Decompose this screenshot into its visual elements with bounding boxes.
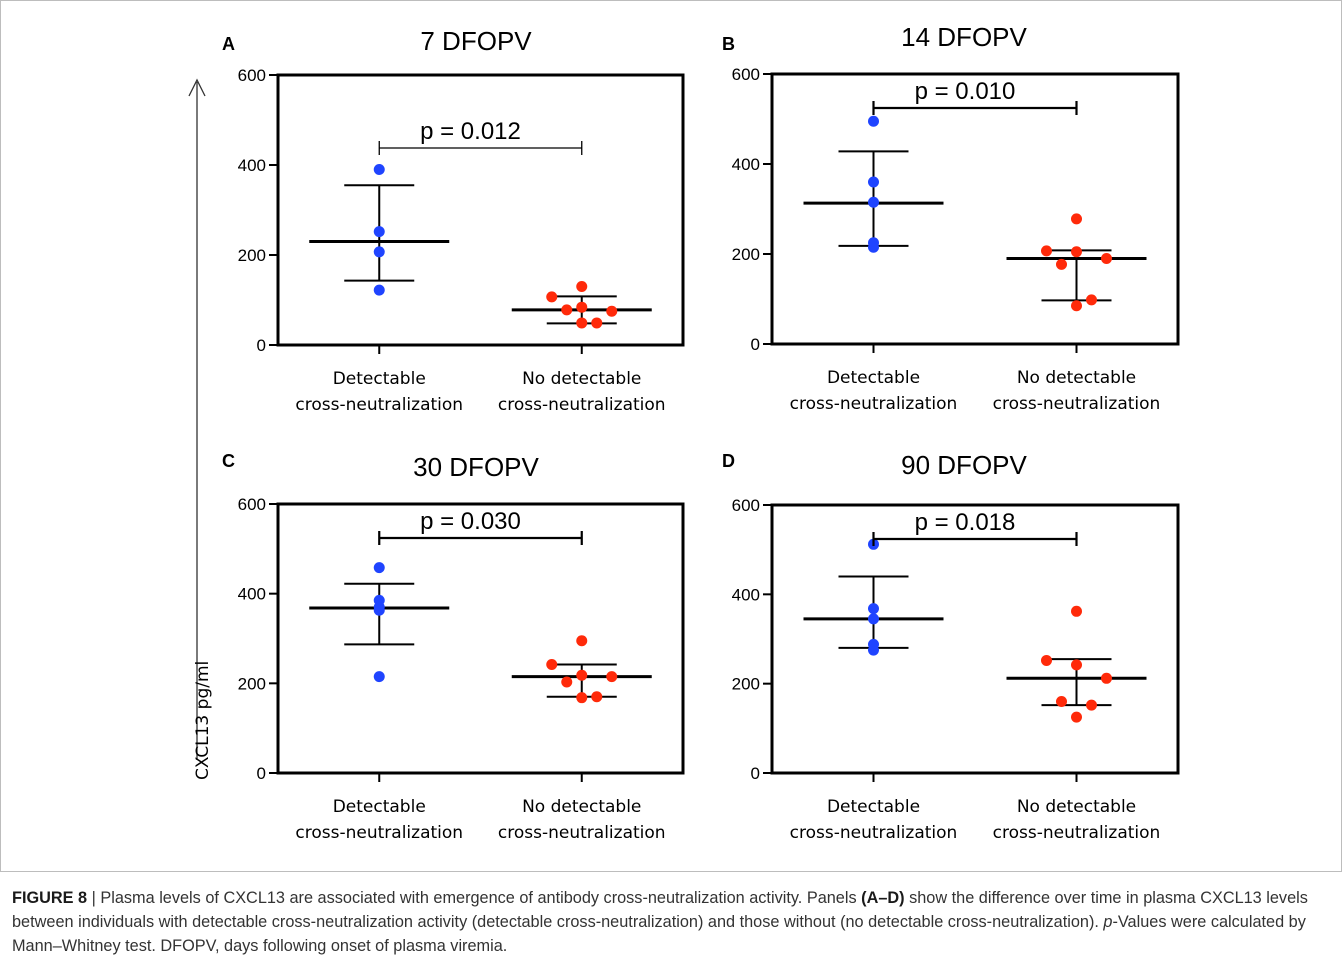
data-point [373,604,385,616]
chart-panel-c: C 30 DFOPV 0 200 400 600 Detectable cross-neutr… [222,451,685,843]
data-point [1071,605,1082,617]
x-category-label: Detectable cross-neutralization [295,797,463,843]
y-tick-label: 0 [257,764,266,783]
data-point [868,196,879,208]
panels-container: A 7 DFOPV 0 200 400 600 Detectable cross-neutra… [222,22,1180,843]
panel-letter: A [222,34,235,54]
y-tick-label: 200 [732,675,760,694]
y-tick-label: 600 [238,495,266,514]
data-point [868,176,879,188]
plot-frame [276,502,685,775]
data-point [1041,245,1052,257]
data-point [561,676,573,688]
data-point [1056,258,1067,270]
data-point [591,317,603,329]
figure-caption: FIGURE 8 | Plasma levels of CXCL13 are a… [12,886,1337,958]
data-point [373,226,385,238]
caption-text-3: -Values were calculated by Mann–Whitney … [12,913,1306,955]
data-point [1071,246,1082,258]
caption-text-2: show the difference over time in plasma … [12,889,1308,931]
x-category-label: No detectable cross-neutralization [498,369,666,415]
data-point [373,164,385,175]
figure-frame [0,0,1342,872]
y-tick-label: 200 [732,245,760,264]
data-point [1071,659,1082,671]
y-tick-label: 0 [257,336,266,355]
panel-title: 30 DFOPV [413,452,539,482]
data-point [576,635,588,647]
data-point [546,659,558,671]
plot-frame [276,73,685,347]
y-tick-label: 400 [238,585,266,604]
y-tick-label: 0 [751,764,760,783]
y-tick-label: 200 [238,674,266,693]
caption-figure-label: FIGURE 8 [12,889,88,907]
data-point [576,317,588,329]
chart-panel-b: B 14 DFOPV 0 200 400 600 Detectable cross-neutr… [722,22,1180,414]
data-point [868,644,879,656]
y-tick-label: 400 [732,155,760,174]
data-point [576,692,588,704]
panel-letter: C [222,451,235,471]
data-point [1086,699,1097,711]
p-value-label: p = 0.030 [420,508,521,535]
data-point [606,305,618,317]
y-tick-label: 200 [238,246,266,265]
chart-panel-a: A 7 DFOPV 0 200 400 600 Detectable cross-neutra… [222,26,685,415]
data-point [1086,294,1097,306]
data-point [868,241,879,253]
x-category-label: No detectable cross-neutralization [993,797,1161,843]
data-point [373,562,385,574]
data-point [1101,672,1112,684]
panel-letter: B [722,34,735,54]
x-category-label: No detectable cross-neutralization [498,797,666,843]
panel-title: 90 DFOPV [901,450,1027,480]
data-point [591,691,603,703]
x-category-label: Detectable cross-neutralization [295,369,463,415]
figure-plot-area: CXCL13 pg/ml A 7 DFOPV 0 200 400 600 Detectabl… [188,22,1180,843]
panel-title: 7 DFOPV [420,26,532,56]
data-point [1071,711,1082,723]
y-tick-label: 400 [238,156,266,175]
data-point [1071,300,1082,312]
y-tick-label: 0 [751,335,760,354]
p-value-label: p = 0.012 [420,118,521,145]
data-point [546,291,558,303]
plot-frame [770,503,1180,775]
p-value-label: p = 0.010 [915,78,1016,105]
data-point [373,671,385,683]
y-axis-label: CXCL13 pg/ml [193,661,213,780]
y-tick-label: 600 [732,496,760,515]
data-point [868,115,879,127]
data-point [576,669,588,681]
data-point [1056,696,1067,708]
caption-text-1: Plasma levels of CXCL13 are associated w… [100,889,862,907]
y-axis-arrow [188,78,206,760]
data-point [868,603,879,615]
x-category-label: Detectable cross-neutralization [790,368,958,414]
data-point [373,284,385,296]
x-category-label: Detectable cross-neutralization [790,797,958,843]
data-point [576,281,588,292]
x-category-label: No detectable cross-neutralization [993,368,1161,414]
data-point [1101,253,1112,264]
p-value-label: p = 0.018 [915,509,1016,536]
data-point [576,301,588,313]
data-point [868,613,879,625]
y-tick-label: 600 [238,66,266,85]
data-point [1041,654,1052,666]
panel-letter: D [722,451,735,471]
data-point [606,671,618,683]
plot-frame [770,72,1180,346]
caption-p-italic: p [1103,913,1113,931]
chart-panel-d: D 90 DFOPV 0 200 400 600 Detectable cross-neutr… [722,450,1180,843]
data-point [373,246,385,258]
caption-panels-ref: (A–D) [861,889,905,907]
y-tick-label: 600 [732,65,760,84]
data-point [561,304,573,316]
caption-separator: | [87,889,101,907]
panel-title: 14 DFOPV [901,22,1027,52]
data-point [1071,213,1082,225]
y-tick-label: 400 [732,585,760,604]
